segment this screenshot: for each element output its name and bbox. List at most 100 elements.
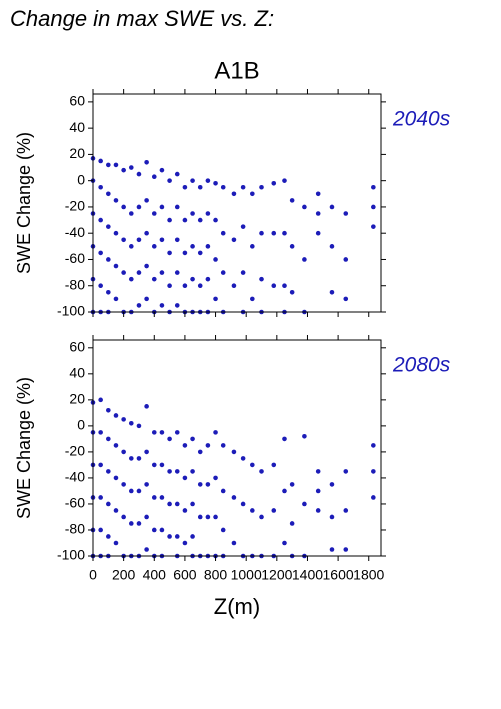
point <box>259 184 264 190</box>
point <box>174 171 180 177</box>
y-tick-label: -20 <box>65 198 85 214</box>
point <box>371 204 376 210</box>
point <box>174 430 180 435</box>
point <box>113 162 119 168</box>
y-tick-label: 20 <box>69 145 85 161</box>
point <box>106 162 111 168</box>
point <box>136 171 142 177</box>
point <box>113 413 119 418</box>
point <box>220 270 226 275</box>
point <box>220 443 226 448</box>
point <box>282 540 287 546</box>
point <box>128 521 134 526</box>
point <box>197 482 203 487</box>
point <box>121 270 126 275</box>
point <box>159 204 165 210</box>
point <box>174 501 180 507</box>
point <box>98 158 103 164</box>
point <box>190 178 195 183</box>
point <box>240 456 246 461</box>
point <box>271 283 277 289</box>
point <box>174 469 180 474</box>
point <box>231 449 237 455</box>
x-tick-label: 1000 <box>231 567 262 583</box>
point <box>220 230 226 236</box>
point <box>197 283 203 289</box>
point <box>128 244 134 249</box>
point <box>144 547 149 552</box>
x-tick-label: 800 <box>204 567 228 583</box>
y-tick-label: -80 <box>65 276 85 292</box>
y-tick-label: 40 <box>69 365 85 381</box>
point <box>106 534 111 539</box>
point <box>182 217 188 223</box>
point <box>151 430 157 435</box>
point <box>302 204 307 210</box>
page-title: Change in max SWE vs. Z: <box>10 6 274 31</box>
point <box>329 547 335 552</box>
y-tick-label: 0 <box>77 171 85 187</box>
point <box>315 488 321 494</box>
point <box>182 475 188 481</box>
point <box>174 303 180 308</box>
x-tick-label: 600 <box>173 567 197 583</box>
point <box>343 211 349 216</box>
point <box>113 230 119 236</box>
point <box>106 290 111 295</box>
point <box>289 244 295 249</box>
point <box>329 514 335 520</box>
point <box>231 540 237 546</box>
point <box>144 230 149 236</box>
point <box>205 514 211 520</box>
point <box>289 521 295 526</box>
point <box>144 263 149 269</box>
point <box>197 250 203 256</box>
y-axis-label: SWE Change (%) <box>14 377 34 519</box>
point <box>250 508 255 513</box>
point <box>128 488 134 494</box>
point <box>98 184 103 190</box>
point <box>240 184 246 190</box>
point <box>151 462 157 468</box>
point <box>329 290 335 295</box>
point <box>289 482 295 487</box>
point <box>113 198 119 203</box>
point <box>113 508 119 513</box>
point <box>174 270 180 275</box>
point <box>144 482 149 487</box>
point <box>315 211 321 216</box>
point <box>136 456 142 461</box>
y-tick-label: 60 <box>69 339 85 355</box>
point <box>106 257 111 262</box>
point <box>159 430 165 435</box>
panel-annotation: 2080s <box>392 354 451 377</box>
point <box>190 276 195 282</box>
point <box>98 397 103 403</box>
point <box>259 514 264 520</box>
point <box>213 181 218 186</box>
scenario-label: A1B <box>214 57 259 84</box>
point <box>121 237 126 243</box>
point <box>106 501 111 507</box>
point <box>250 244 255 249</box>
point <box>250 462 255 468</box>
point <box>190 436 195 442</box>
point <box>302 501 307 507</box>
point <box>282 488 287 494</box>
panel-annotation: 2040s <box>392 108 451 131</box>
point <box>282 283 287 289</box>
point <box>197 449 203 455</box>
point <box>271 462 277 468</box>
point <box>190 244 195 249</box>
point <box>343 547 349 552</box>
point <box>205 211 211 216</box>
point <box>174 534 180 539</box>
point <box>329 482 335 487</box>
point <box>167 469 172 474</box>
point <box>98 527 103 533</box>
y-axis-label: SWE Change (%) <box>14 132 34 274</box>
point <box>329 244 335 249</box>
point <box>240 224 246 229</box>
y-tick-label: 20 <box>69 391 85 407</box>
